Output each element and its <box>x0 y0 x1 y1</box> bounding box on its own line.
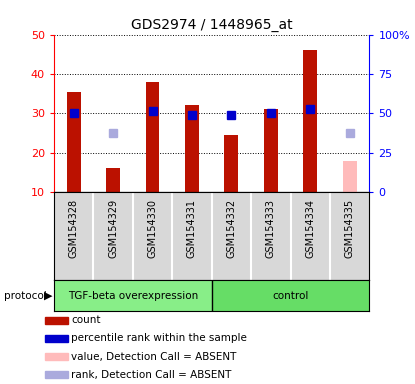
Text: GSM154333: GSM154333 <box>266 199 276 258</box>
Bar <box>45 371 68 378</box>
Bar <box>106 169 120 192</box>
Text: GSM154331: GSM154331 <box>187 199 197 258</box>
Bar <box>343 161 356 192</box>
Text: protocol: protocol <box>4 291 47 301</box>
Text: value, Detection Call = ABSENT: value, Detection Call = ABSENT <box>71 352 237 362</box>
Bar <box>54 280 212 311</box>
Text: percentile rank within the sample: percentile rank within the sample <box>71 333 247 343</box>
Bar <box>45 353 68 360</box>
Text: count: count <box>71 315 101 325</box>
Bar <box>212 280 369 311</box>
Text: GSM154335: GSM154335 <box>344 199 355 258</box>
Title: GDS2974 / 1448965_at: GDS2974 / 1448965_at <box>131 18 293 32</box>
Text: GSM154329: GSM154329 <box>108 199 118 258</box>
Bar <box>264 109 278 192</box>
Text: rank, Detection Call = ABSENT: rank, Detection Call = ABSENT <box>71 370 232 380</box>
Text: GSM154330: GSM154330 <box>147 199 158 258</box>
Text: control: control <box>272 291 309 301</box>
Text: GSM154332: GSM154332 <box>226 199 237 258</box>
Text: TGF-beta overexpression: TGF-beta overexpression <box>68 291 198 301</box>
Bar <box>225 135 238 192</box>
Bar <box>146 82 159 192</box>
Text: GSM154334: GSM154334 <box>305 199 315 258</box>
Bar <box>45 317 68 324</box>
Text: GSM154328: GSM154328 <box>68 199 79 258</box>
Bar <box>185 106 199 192</box>
Text: ▶: ▶ <box>44 291 52 301</box>
Bar <box>303 50 317 192</box>
Bar <box>67 92 81 192</box>
Bar <box>45 335 68 342</box>
